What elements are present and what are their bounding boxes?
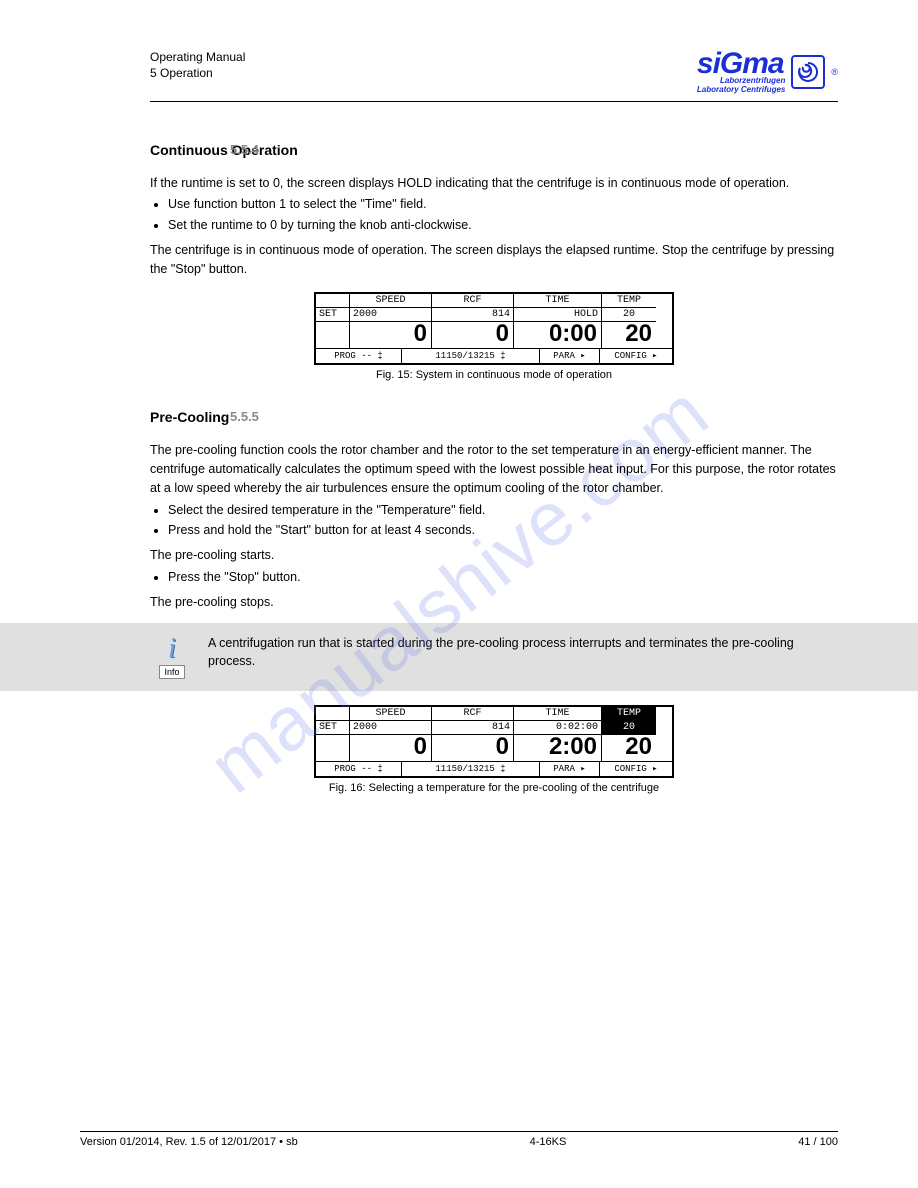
softkey-para[interactable]: PARA ▸ (540, 349, 600, 363)
lcd-figure-1: SET SPEED 2000 0 RCF 814 0 TIME HOLD 0:0… (150, 292, 838, 381)
info-text: A centrifugation run that is started dur… (208, 635, 838, 670)
logo-text-block: siGma Laborzentrifugen Laboratory Centri… (697, 50, 785, 95)
lcd-figure-2: SET SPEED 2000 0 RCF 814 0 TIME 0:02:00 … (150, 705, 838, 794)
doc-category: Operating Manual (150, 50, 245, 66)
info-icon: i (150, 635, 194, 663)
paragraph: The pre-cooling stops. (150, 593, 838, 612)
list-item: Select the desired temperature in the "T… (168, 501, 838, 520)
lcd-set-column: SET (316, 294, 350, 348)
softkey-prog[interactable]: PROG -- ‡ (316, 349, 402, 363)
lcd-header-selected: TEMP (602, 707, 656, 721)
list-item: Press and hold the "Start" button for at… (168, 521, 838, 540)
lcd-header: TIME (514, 294, 601, 308)
lcd-actual-value: 0 (350, 735, 431, 761)
list-item: Set the runtime to 0 by turning the knob… (168, 216, 838, 235)
logo-wordmark: siGma (697, 50, 785, 77)
header-left: Operating Manual 5 Operation (150, 50, 245, 81)
lcd-actual-value: 2:00 (514, 735, 601, 761)
footer-page-number: 41 / 100 (798, 1136, 838, 1148)
softkey-config[interactable]: CONFIG ▸ (600, 762, 672, 776)
footer-version: Version 01/2014, Rev. 1.5 of 12/01/2017 … (80, 1136, 298, 1148)
list-item: Press the "Stop" button. (168, 568, 838, 587)
figure-caption: Fig. 15: System in continuous mode of op… (150, 369, 838, 381)
swirl-icon (791, 55, 825, 89)
lcd-header: TIME (514, 707, 601, 721)
softkey-config[interactable]: CONFIG ▸ (600, 349, 672, 363)
lcd-header: RCF (432, 707, 513, 721)
lcd-actual-value: 0:00 (514, 322, 601, 348)
footer-model: 4-16KS (530, 1136, 567, 1148)
lcd-set-column: SET (316, 707, 350, 761)
section-pre-cooling: 5.5.5 Pre-Cooling The pre-cooling functi… (150, 409, 838, 611)
softkey-prog[interactable]: PROG -- ‡ (316, 762, 402, 776)
trademark-icon: ® (831, 67, 838, 77)
lcd-actual-value: 0 (350, 322, 431, 348)
page-footer: Version 01/2014, Rev. 1.5 of 12/01/2017 … (80, 1131, 838, 1148)
softkey-para[interactable]: PARA ▸ (540, 762, 600, 776)
figure-caption: Fig. 16: Selecting a temperature for the… (150, 782, 838, 794)
list-item: Use function button 1 to select the "Tim… (168, 195, 838, 214)
lcd-actual-value: 20 (602, 322, 656, 348)
lcd-actual-value: 0 (432, 322, 513, 348)
step-list: Select the desired temperature in the "T… (150, 501, 838, 541)
info-callout: i Info A centrifugation run that is star… (0, 623, 918, 691)
section-number: 5.5.4 (230, 142, 259, 157)
lcd-softkey-row: PROG -- ‡ 11150/13215 ‡ PARA ▸ CONFIG ▸ (316, 762, 672, 776)
lcd-rcf-column: RCF 814 0 (432, 707, 514, 761)
paragraph: The pre-cooling starts. (150, 546, 838, 565)
lcd-rcf-column: RCF 814 0 (432, 294, 514, 348)
page: manualshive.com Operating Manual 5 Opera… (0, 0, 918, 1188)
softkey-rotor-code[interactable]: 11150/13215 ‡ (402, 349, 540, 363)
lcd-actual-value: 0 (432, 735, 513, 761)
lcd-softkey-row: PROG -- ‡ 11150/13215 ‡ PARA ▸ CONFIG ▸ (316, 349, 672, 363)
step-list: Use function button 1 to select the "Tim… (150, 195, 838, 235)
brand-logo: siGma Laborzentrifugen Laboratory Centri… (697, 50, 838, 95)
paragraph: The pre-cooling function cools the rotor… (150, 441, 838, 497)
paragraph: If the runtime is set to 0, the screen d… (150, 174, 838, 193)
lcd-actual-value: 20 (602, 735, 656, 761)
lcd-time-column: TIME 0:02:00 2:00 (514, 707, 602, 761)
info-icon-block: i Info (150, 635, 194, 679)
lcd-display: SET SPEED 2000 0 RCF 814 0 TIME 0:02:00 … (314, 705, 674, 778)
page-header: Operating Manual 5 Operation siGma Labor… (150, 50, 838, 102)
paragraph: The centrifuge is in continuous mode of … (150, 241, 838, 279)
lcd-time-column: TIME HOLD 0:00 (514, 294, 602, 348)
lcd-temp-column: TEMP 20 20 (602, 707, 656, 761)
lcd-header: SPEED (350, 707, 431, 721)
step-list: Press the "Stop" button. (150, 568, 838, 587)
lcd-temp-column: TEMP 20 20 (602, 294, 656, 348)
lcd-header: RCF (432, 294, 513, 308)
section-number: 5.5.5 (230, 409, 259, 424)
softkey-rotor-code[interactable]: 11150/13215 ‡ (402, 762, 540, 776)
lcd-speed-column: SPEED 2000 0 (350, 294, 432, 348)
lcd-header: SPEED (350, 294, 431, 308)
lcd-display: SET SPEED 2000 0 RCF 814 0 TIME HOLD 0:0… (314, 292, 674, 365)
section-continuous-operation: 5.5.4 Continuous Operation If the runtim… (150, 142, 838, 279)
lcd-speed-column: SPEED 2000 0 (350, 707, 432, 761)
doc-chapter: 5 Operation (150, 66, 245, 82)
info-label: Info (159, 665, 184, 679)
lcd-header: TEMP (602, 294, 656, 308)
